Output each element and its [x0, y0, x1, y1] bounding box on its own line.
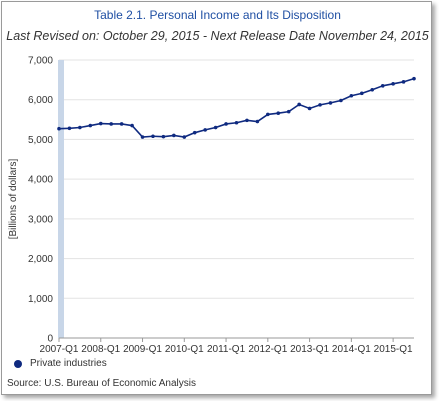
data-point — [98, 121, 103, 126]
x-tick-label: 2011-Q1 — [207, 344, 246, 355]
data-point — [276, 111, 281, 116]
data-point — [297, 102, 301, 107]
data-point — [151, 134, 155, 139]
y-tick-label: 0 — [47, 334, 53, 345]
data-point — [182, 135, 187, 139]
y-tick-label: 6,000 — [28, 95, 53, 106]
data-point — [130, 123, 134, 128]
data-point — [255, 119, 260, 124]
y-tick-label: 5,000 — [28, 135, 53, 146]
x-axis-ticks: 2007-Q1 2008-Q1 2009-Q1 2010-Q1 2011-Q1 2012-… — [40, 338, 413, 355]
data-point — [67, 126, 72, 131]
y-tick-label: 1,000 — [28, 294, 53, 305]
data-point — [401, 80, 406, 84]
data-point — [245, 118, 249, 123]
x-tick-label: 2012-Q1 — [248, 344, 287, 355]
data-point — [328, 101, 333, 105]
data-point — [391, 82, 395, 86]
y-axis-label: [Billions of dollars] — [8, 158, 19, 239]
chart-frame: Table 2.1. Personal Income and Its Dispo… — [1, 1, 432, 395]
data-point — [307, 106, 312, 111]
chart-title: Table 2.1. Personal Income and Its Dispo… — [94, 8, 341, 22]
data-point — [57, 126, 61, 131]
x-tick-label: 2009-Q1 — [123, 344, 162, 355]
data-point — [370, 87, 375, 92]
chart-subtitle: Last Revised on: October 29, 2015 - Next… — [6, 29, 429, 43]
y-tick-label: 2,000 — [28, 254, 53, 265]
x-tick-label: 2014-Q1 — [332, 344, 371, 355]
x-tick-label: 2013-Q1 — [290, 344, 329, 355]
data-point — [109, 122, 114, 126]
source-note: Source: U.S. Bureau of Economic Analysis — [7, 378, 196, 389]
data-point — [192, 130, 197, 135]
data-point — [213, 125, 218, 130]
data-point — [161, 134, 166, 139]
x-tick-label: 2010-Q1 — [165, 344, 204, 355]
x-tick-label: 2007-Q1 — [40, 344, 79, 355]
data-point — [140, 135, 145, 139]
y-axis-ticks: 0 1,000 2,000 3,000 4,000 5,000 6,000 7,000 — [28, 56, 53, 345]
legend: Private industries — [14, 358, 107, 369]
data-point — [339, 98, 343, 103]
data-point — [119, 122, 124, 126]
data-point — [359, 91, 364, 96]
data-point — [224, 122, 228, 126]
series-points — [57, 76, 416, 139]
data-point — [318, 103, 322, 107]
grid-lines — [59, 59, 414, 339]
line-chart: 0 1,000 2,000 3,000 4,000 5,000 6,000 7,000 200… — [8, 56, 416, 355]
y-tick-label: 4,000 — [28, 175, 53, 186]
x-tick-label: 2015-Q1 — [374, 344, 413, 355]
data-point — [78, 125, 82, 130]
x-tick-label: 2008-Q1 — [81, 344, 120, 355]
data-point — [234, 120, 239, 125]
legend-label: Private industries — [30, 358, 107, 369]
data-point — [349, 93, 354, 98]
data-point — [172, 133, 176, 138]
data-point — [203, 128, 207, 132]
legend-marker — [14, 359, 22, 368]
data-point — [88, 123, 93, 128]
highlight-band — [58, 60, 64, 338]
series-line-private-industries — [58, 77, 415, 138]
y-tick-label: 7,000 — [28, 56, 53, 67]
data-point — [286, 109, 291, 114]
data-point — [380, 84, 385, 88]
data-point — [266, 112, 270, 117]
data-point — [412, 76, 416, 81]
y-tick-label: 3,000 — [28, 214, 53, 225]
